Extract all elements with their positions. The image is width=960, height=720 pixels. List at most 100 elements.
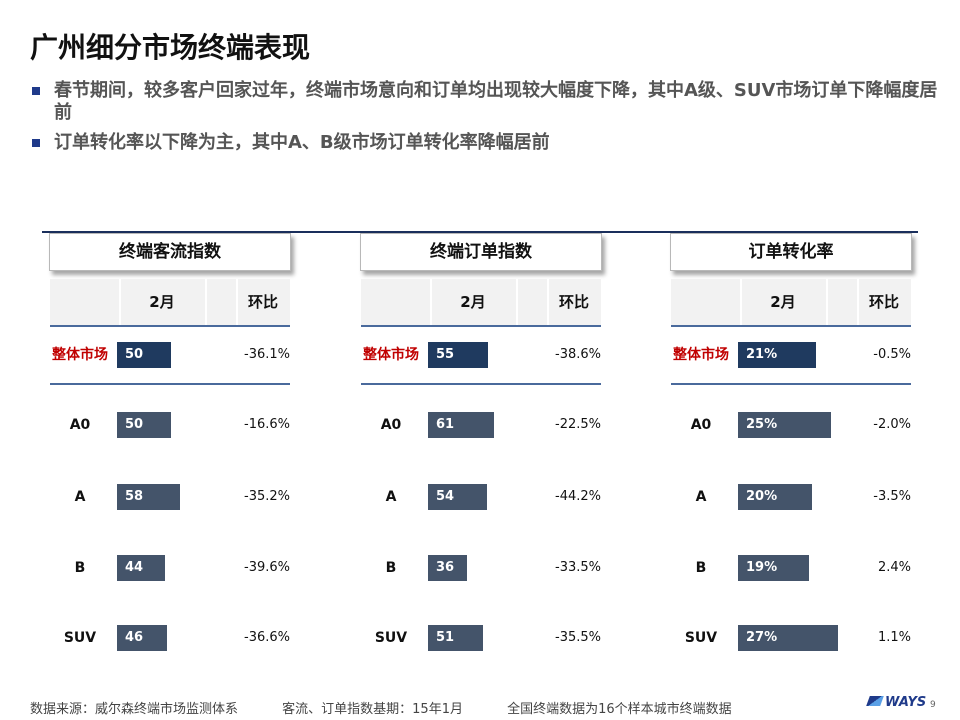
bar [428, 484, 487, 510]
table-header-band [671, 279, 911, 325]
table-rule [671, 325, 911, 327]
mom-value: -0.5% [873, 347, 911, 362]
column-header-month: 2月 [149, 293, 175, 311]
bar-value-label: 46 [125, 630, 144, 645]
ways-logo: WAYS [866, 695, 927, 710]
bar-value-label: 19% [746, 560, 778, 575]
mom-value: -22.5% [555, 417, 601, 432]
table-row: B 19% 2.4% [661, 552, 921, 584]
bar [738, 555, 809, 581]
table-row: A0 61 -22.5% [351, 409, 611, 441]
row-label: A0 [690, 417, 712, 433]
mom-value: -36.1% [244, 347, 290, 362]
table-rule [361, 325, 601, 327]
table-row: SUV 27% 1.1% [661, 622, 921, 654]
table-row: A 20% -3.5% [661, 481, 921, 513]
mom-value: -35.5% [555, 630, 601, 645]
panel-traffic-index: 终端客流指数 2月 环比整体市场 50 -36.1% A0 50 -16.6% A 58 -35.2… [40, 233, 300, 663]
table-row: 整体市场 55 -38.6% [351, 339, 611, 371]
bar-value-label: 27% [746, 630, 778, 645]
mom-value: 2.4% [877, 560, 911, 575]
row-label: B [74, 560, 86, 576]
page-number: 9 [930, 700, 936, 710]
bar-value-label: 50 [125, 417, 144, 432]
bullet-item: 春节期间，较多客户回家过年，终端市场意向和订单均出现较大幅度下降，其中A级、SU… [30, 80, 940, 124]
mom-value: -2.0% [873, 417, 911, 432]
bar-value-label: 51 [436, 630, 455, 645]
table-row: A 58 -35.2% [40, 481, 300, 513]
table-row: SUV 51 -35.5% [351, 622, 611, 654]
panel-title: 订单转化率 [670, 233, 912, 271]
mom-value: -38.6% [555, 347, 601, 362]
header-separator [547, 279, 549, 325]
top-divider [42, 231, 918, 233]
column-header-mom: 环比 [558, 293, 589, 311]
table-row: A 54 -44.2% [351, 481, 611, 513]
row-label: SUV [374, 630, 408, 646]
table-rule [361, 383, 601, 385]
table-row: B 44 -39.6% [40, 552, 300, 584]
bar-value-label: 44 [125, 560, 144, 575]
mom-value: -36.6% [244, 630, 290, 645]
logo-text: WAYS [885, 695, 927, 710]
bar-value-label: 21% [746, 347, 778, 362]
column-header-month: 2月 [460, 293, 486, 311]
square-bullet-icon [32, 87, 40, 95]
bar [738, 342, 816, 368]
panel-title: 终端客流指数 [49, 233, 291, 271]
table-row: A0 50 -16.6% [40, 409, 300, 441]
bar [428, 342, 488, 368]
footer-note: 全国终端数据为16个样本城市终端数据 [507, 702, 732, 717]
table-rule [50, 325, 290, 327]
row-label: B [695, 560, 707, 576]
table-row: SUV 46 -36.6% [40, 622, 300, 654]
row-label: A [74, 489, 86, 505]
mom-value: -39.6% [244, 560, 290, 575]
mom-value: 1.1% [877, 630, 911, 645]
mom-value: -44.2% [555, 489, 601, 504]
square-bullet-icon [32, 139, 40, 147]
column-header-mom: 环比 [868, 293, 899, 311]
footer-base: 客流、订单指数基期：15年1月 [282, 702, 463, 717]
panel-order-index: 终端订单指数 2月 环比 整体市场 55 -38.6% A0 61 -22.5% A 54 -44.2… [351, 233, 611, 663]
table-header-band [361, 279, 601, 325]
bar [738, 484, 812, 510]
panel-title: 终端订单指数 [360, 233, 602, 271]
row-label: B [385, 560, 397, 576]
bar-value-label: 50 [125, 347, 144, 362]
bar-value-label: 58 [125, 489, 144, 504]
bar [117, 412, 171, 438]
bar-value-label: 54 [436, 489, 455, 504]
bar [428, 412, 494, 438]
bar [117, 342, 171, 368]
row-label: A [695, 489, 707, 505]
bar [428, 625, 483, 651]
column-header-mom: 环比 [247, 293, 278, 311]
table-rule [671, 383, 911, 385]
table-header-band [50, 279, 290, 325]
header-separator [119, 279, 121, 325]
table-row: 整体市场 21% -0.5% [661, 339, 921, 371]
row-label: SUV [684, 630, 718, 646]
bar [117, 555, 165, 581]
row-label: 整体市场 [52, 347, 108, 363]
mom-value: -16.6% [244, 417, 290, 432]
column-header-month: 2月 [770, 293, 796, 311]
row-label: 整体市场 [673, 347, 729, 363]
bullet-item: 订单转化率以下降为主，其中A、B级市场订单转化率降幅居前 [30, 132, 940, 154]
panel-conversion-rate: 订单转化率 2月 环比 整体市场 21% -0.5% A0 25% -2.0% A 20% -3.5%… [661, 233, 921, 663]
header-separator [236, 279, 238, 325]
bar [117, 625, 167, 651]
header-separator [857, 279, 859, 325]
bar-value-label: 36 [436, 560, 455, 575]
page-title: 广州细分市场终端表现 [30, 31, 311, 64]
row-label: A0 [69, 417, 91, 433]
table-rule [50, 383, 290, 385]
header-separator [740, 279, 742, 325]
mom-value: -35.2% [244, 489, 290, 504]
bar [738, 412, 831, 438]
header-separator [516, 279, 518, 325]
header-separator [826, 279, 828, 325]
mom-value: -3.5% [873, 489, 911, 504]
summary-bullets: 春节期间，较多客户回家过年，终端市场意向和订单均出现较大幅度下降，其中A级、SU… [30, 80, 940, 162]
